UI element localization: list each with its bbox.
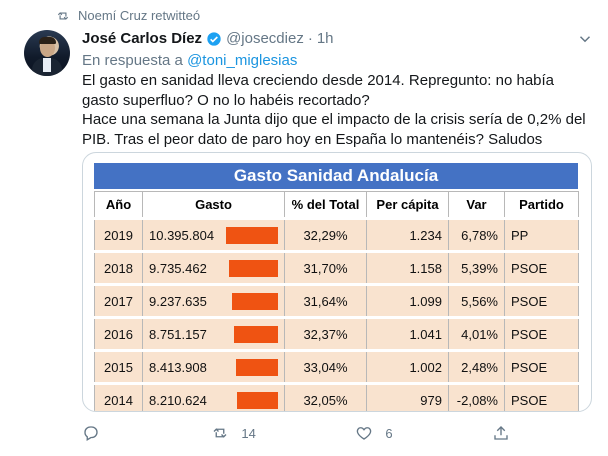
tweet-paragraph: Hace una semana la Junta dijo que el imp… xyxy=(82,111,586,148)
cell-pct-total: 32,05% xyxy=(284,382,367,411)
heart-icon xyxy=(357,427,372,440)
gasto-value: 9.237.635 xyxy=(149,293,207,309)
share-icon xyxy=(494,426,508,440)
gasto-bar xyxy=(226,226,278,244)
chevron-down-icon[interactable] xyxy=(576,30,594,48)
cell-gasto: 8.413.908 xyxy=(142,349,285,384)
tweet-timestamp[interactable]: 1h xyxy=(316,30,334,47)
cell-gasto: 8.210.624 xyxy=(142,382,285,411)
gasto-bar xyxy=(229,259,278,277)
tweet-actions: 14 6 xyxy=(82,424,522,442)
table-header-row: Año Gasto % del Total Per cápita Var Par… xyxy=(94,191,579,219)
cell-pct-total: 32,37% xyxy=(284,316,367,351)
like-count: 6 xyxy=(385,425,393,441)
table-row: 2018 9.735.462 31,70% 1.158 5,39% PSOE xyxy=(94,250,579,285)
table-row: 2016 8.751.157 32,37% 1.041 4,01% PSOE xyxy=(94,316,579,351)
gasto-table: Año Gasto % del Total Per cápita Var Par… xyxy=(94,191,579,411)
column-header: Var xyxy=(448,191,505,219)
cell-partido: PSOE xyxy=(504,382,579,411)
cell-gasto: 9.237.635 xyxy=(142,283,285,318)
cell-partido: PSOE xyxy=(504,250,579,285)
retweet-label: Noemí Cruz retwitteó xyxy=(78,8,201,23)
reply-mention-link[interactable]: @toni_miglesias xyxy=(187,52,298,69)
cell-var: 5,56% xyxy=(448,283,505,318)
reply-button[interactable] xyxy=(82,424,112,442)
cell-partido: PSOE xyxy=(504,316,579,351)
cell-year: 2017 xyxy=(94,283,143,318)
cell-year: 2014 xyxy=(94,382,143,411)
cell-var: 6,78% xyxy=(448,217,505,252)
table-row: 2014 8.210.624 32,05% 979 -2,08% PSOE xyxy=(94,382,579,411)
avatar[interactable] xyxy=(24,30,70,76)
retweet-button[interactable]: 14 xyxy=(211,424,256,442)
gasto-value: 8.210.624 xyxy=(149,392,207,408)
cell-per-capita: 1.099 xyxy=(366,283,449,318)
cell-per-capita: 979 xyxy=(366,382,449,411)
table-row: 2015 8.413.908 33,04% 1.002 2,48% PSOE xyxy=(94,349,579,384)
cell-partido: PSOE xyxy=(504,349,579,384)
cell-per-capita: 1.234 xyxy=(366,217,449,252)
cell-year: 2019 xyxy=(94,217,143,252)
tweet-paragraph: El gasto en sanidad lleva creciendo desd… xyxy=(82,72,555,109)
verified-badge-icon xyxy=(207,31,221,46)
gasto-bar xyxy=(237,391,278,409)
table-row: 2017 9.237.635 31,64% 1.099 5,56% PSOE xyxy=(94,283,579,318)
cell-gasto: 8.751.157 xyxy=(142,316,285,351)
author-handle[interactable]: @josecdiez xyxy=(226,30,304,47)
tweet-header: José Carlos Díez @josecdiez · 1h xyxy=(82,30,334,47)
cell-pct-total: 31,64% xyxy=(284,283,367,318)
column-header: Per cápita xyxy=(366,191,449,219)
cell-gasto: 10.395.804 xyxy=(142,217,285,252)
gasto-value: 9.735.462 xyxy=(149,260,207,276)
author-name[interactable]: José Carlos Díez xyxy=(82,30,203,47)
column-header: Gasto xyxy=(142,191,285,219)
gasto-bar xyxy=(234,325,278,343)
cell-per-capita: 1.002 xyxy=(366,349,449,384)
table-title: Gasto Sanidad Andalucía xyxy=(94,163,578,189)
separator-dot: · xyxy=(307,30,313,47)
cell-var: -2,08% xyxy=(448,382,505,411)
retweet-context[interactable]: Noemí Cruz retwitteó xyxy=(56,8,200,23)
cell-year: 2018 xyxy=(94,250,143,285)
column-header: Año xyxy=(94,191,143,219)
cell-gasto: 9.735.462 xyxy=(142,250,285,285)
share-button[interactable] xyxy=(492,424,522,442)
table-row: 2019 10.395.804 32,29% 1.234 6,78% PP xyxy=(94,217,579,252)
gasto-bar xyxy=(232,292,278,310)
cell-year: 2015 xyxy=(94,349,143,384)
cell-var: 2,48% xyxy=(448,349,505,384)
reply-context: En respuesta a @toni_miglesias xyxy=(82,52,297,69)
cell-pct-total: 31,70% xyxy=(284,250,367,285)
cell-pct-total: 32,29% xyxy=(284,217,367,252)
cell-var: 4,01% xyxy=(448,316,505,351)
gasto-value: 8.751.157 xyxy=(149,326,207,342)
gasto-value: 8.413.908 xyxy=(149,359,207,375)
reply-icon xyxy=(84,426,98,441)
retweet-count: 14 xyxy=(241,425,256,441)
retweet-icon xyxy=(213,428,227,438)
cell-year: 2016 xyxy=(94,316,143,351)
column-header: Partido xyxy=(504,191,579,219)
cell-pct-total: 33,04% xyxy=(284,349,367,384)
cell-per-capita: 1.158 xyxy=(366,250,449,285)
retweet-icon xyxy=(57,11,69,20)
cell-per-capita: 1.041 xyxy=(366,316,449,351)
gasto-bar xyxy=(236,358,278,376)
cell-partido: PP xyxy=(504,217,579,252)
tweet-media-image[interactable]: Gasto Sanidad Andalucía Año Gasto % del … xyxy=(82,152,592,412)
cell-var: 5,39% xyxy=(448,250,505,285)
tweet-text: El gasto en sanidad lleva creciendo desd… xyxy=(82,71,592,149)
like-button[interactable]: 6 xyxy=(355,424,393,442)
column-header: % del Total xyxy=(284,191,367,219)
cell-partido: PSOE xyxy=(504,283,579,318)
reply-prefix: En respuesta a xyxy=(82,52,183,69)
gasto-value: 10.395.804 xyxy=(149,227,215,243)
